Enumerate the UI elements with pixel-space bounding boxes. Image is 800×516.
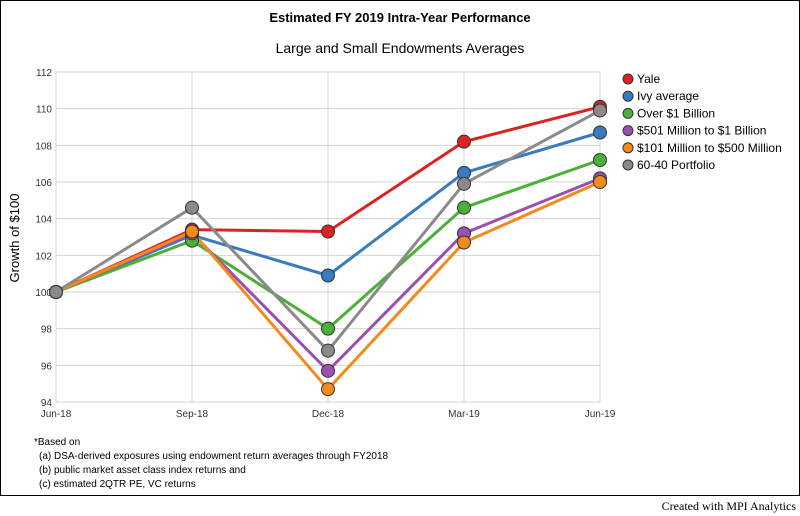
- footnote-line: (a) DSA-derived exposures using endowmen…: [39, 451, 389, 462]
- y-tick-label: 94: [41, 398, 53, 409]
- data-point: [321, 363, 335, 378]
- data-point: [321, 268, 335, 283]
- legend-marker: [622, 142, 634, 154]
- footnote-line: (b) public market asset class index retu…: [39, 465, 246, 476]
- footnote-line: (c) estimated 2QTR PE, VC returns: [39, 479, 196, 490]
- x-tick-label: Sep-18: [176, 409, 209, 420]
- legend-label: $501 Million to $1 Billion: [637, 124, 766, 138]
- y-tick-label: 104: [35, 215, 52, 226]
- legend-marker: [622, 90, 634, 102]
- footnote-line: *Based on: [34, 437, 81, 448]
- data-point: [593, 153, 607, 167]
- data-point: [321, 382, 335, 397]
- legend-marker: [622, 107, 634, 119]
- y-tick-label: 108: [35, 141, 52, 152]
- x-tick-label: Dec-18: [312, 409, 345, 420]
- legend-label: 60-40 Portfolio: [637, 158, 715, 172]
- data-point: [185, 200, 199, 215]
- data-point: [185, 224, 199, 239]
- data-point: [321, 343, 335, 358]
- y-tick-label: 106: [35, 178, 52, 189]
- data-point: [321, 224, 335, 239]
- y-tick-label: 96: [41, 361, 53, 372]
- y-tick-label: 112: [36, 68, 52, 79]
- data-point: [457, 176, 471, 191]
- chart-title: Estimated FY 2019 Intra-Year Performance: [269, 10, 530, 25]
- data-point: [49, 285, 63, 299]
- chart-subtitle: Large and Small Endowments Averages: [276, 40, 525, 56]
- legend-marker: [622, 159, 634, 171]
- legend-label: $101 Million to $500 Million: [637, 141, 782, 155]
- legend-label: Ivy average: [637, 89, 699, 103]
- data-point: [321, 321, 335, 336]
- x-tick-label: Jun-18: [41, 409, 72, 420]
- x-tick-label: Mar-19: [448, 409, 480, 420]
- legend-marker: [622, 125, 634, 137]
- data-point: [593, 103, 607, 118]
- data-point: [457, 134, 471, 149]
- legend-marker: [622, 73, 634, 85]
- data-point: [457, 235, 471, 250]
- credit-text: Created with MPI Analytics: [661, 499, 796, 513]
- y-tick-label: 102: [35, 251, 52, 262]
- x-tick-label: Jun-19: [585, 409, 616, 420]
- y-tick-label: 98: [41, 325, 53, 336]
- y-axis-label: Growth of $100: [7, 194, 22, 283]
- data-point: [593, 175, 607, 189]
- data-point: [457, 200, 471, 215]
- legend-label: Over $1 Billion: [637, 106, 715, 120]
- data-point: [593, 125, 607, 140]
- y-tick-label: 110: [36, 105, 52, 116]
- legend-label: Yale: [637, 72, 660, 86]
- y-tick-label: 100: [35, 288, 52, 299]
- footnote: *Based on (a) DSA-derived exposures usin…: [34, 436, 388, 492]
- line-chart: Estimated FY 2019 Intra-Year Performance…: [7, 10, 782, 420]
